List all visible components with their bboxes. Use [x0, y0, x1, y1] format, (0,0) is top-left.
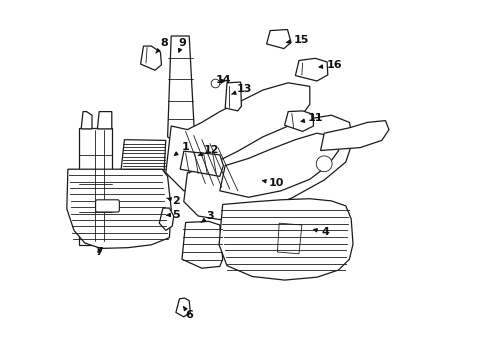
Text: 7: 7 — [96, 247, 103, 257]
Polygon shape — [267, 30, 291, 49]
Circle shape — [211, 79, 220, 88]
Polygon shape — [176, 298, 190, 317]
Text: 11: 11 — [301, 113, 323, 123]
Text: 16: 16 — [319, 60, 343, 70]
Polygon shape — [79, 128, 112, 245]
Polygon shape — [285, 111, 314, 131]
Polygon shape — [220, 133, 339, 197]
Text: 4: 4 — [314, 227, 329, 237]
Polygon shape — [184, 115, 353, 220]
Polygon shape — [182, 221, 222, 268]
Text: 8: 8 — [156, 38, 168, 53]
Circle shape — [316, 156, 332, 172]
Polygon shape — [98, 112, 112, 129]
Polygon shape — [67, 169, 171, 248]
Text: 2: 2 — [167, 196, 180, 206]
Polygon shape — [121, 140, 166, 173]
Polygon shape — [141, 46, 162, 70]
Polygon shape — [168, 36, 195, 151]
Polygon shape — [277, 223, 302, 254]
Polygon shape — [180, 151, 223, 176]
Text: 15: 15 — [287, 35, 309, 45]
Text: 14: 14 — [216, 75, 231, 85]
Text: 1: 1 — [174, 142, 190, 155]
Polygon shape — [295, 58, 328, 81]
Polygon shape — [320, 121, 389, 150]
Polygon shape — [166, 83, 310, 191]
Text: 13: 13 — [232, 84, 252, 94]
Text: 3: 3 — [201, 211, 214, 222]
Polygon shape — [219, 199, 353, 280]
Text: 12: 12 — [198, 145, 219, 156]
Text: 6: 6 — [184, 307, 194, 320]
Polygon shape — [225, 82, 242, 111]
Polygon shape — [81, 112, 92, 129]
Polygon shape — [159, 208, 174, 230]
Text: 9: 9 — [178, 38, 186, 52]
Text: 5: 5 — [167, 210, 180, 220]
FancyBboxPatch shape — [96, 200, 120, 212]
Text: 10: 10 — [263, 178, 284, 188]
